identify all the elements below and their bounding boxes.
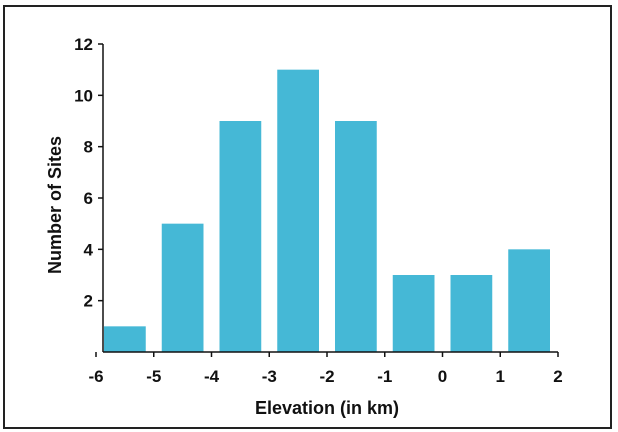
x-tick-label-9: 2 <box>553 367 562 386</box>
y-ticks-group: 2 4 6 8 10 12 <box>74 35 103 311</box>
y-tick-label-1: 2 <box>84 292 93 311</box>
x-tick-label-3: -4 <box>204 367 220 386</box>
y-tick-label-3: 6 <box>84 189 93 208</box>
histogram-bar-2 <box>161 223 204 352</box>
histogram-bar-3 <box>219 121 262 352</box>
bars-group <box>104 69 550 353</box>
x-tick-label-6: -1 <box>377 367 392 386</box>
y-tick-label-5: 10 <box>74 86 93 105</box>
y-axis-title: Number of Sites <box>45 136 65 274</box>
histogram-bar-5 <box>335 121 377 352</box>
histogram-bar-8 <box>508 249 550 352</box>
x-tick-label-8: 1 <box>496 367 505 386</box>
histogram-bar-4 <box>277 69 319 353</box>
y-tick-label-4: 8 <box>84 138 93 157</box>
x-ticks-group: -6 -5 -4 -3 -2 -1 0 1 2 <box>88 352 563 386</box>
y-tick-label-2: 4 <box>84 240 94 259</box>
x-tick-label-4: -3 <box>262 367 277 386</box>
histogram-bar-1 <box>104 326 146 352</box>
x-axis-title: Elevation (in km) <box>255 398 399 418</box>
x-tick-label-5: -2 <box>319 367 334 386</box>
histogram-bar-6 <box>392 275 435 352</box>
y-tick-label-6: 12 <box>74 35 93 54</box>
histogram-bar-7 <box>450 275 493 352</box>
x-tick-label-1: -6 <box>88 367 103 386</box>
x-tick-label-7: 0 <box>438 367 447 386</box>
x-tick-label-2: -5 <box>146 367 161 386</box>
